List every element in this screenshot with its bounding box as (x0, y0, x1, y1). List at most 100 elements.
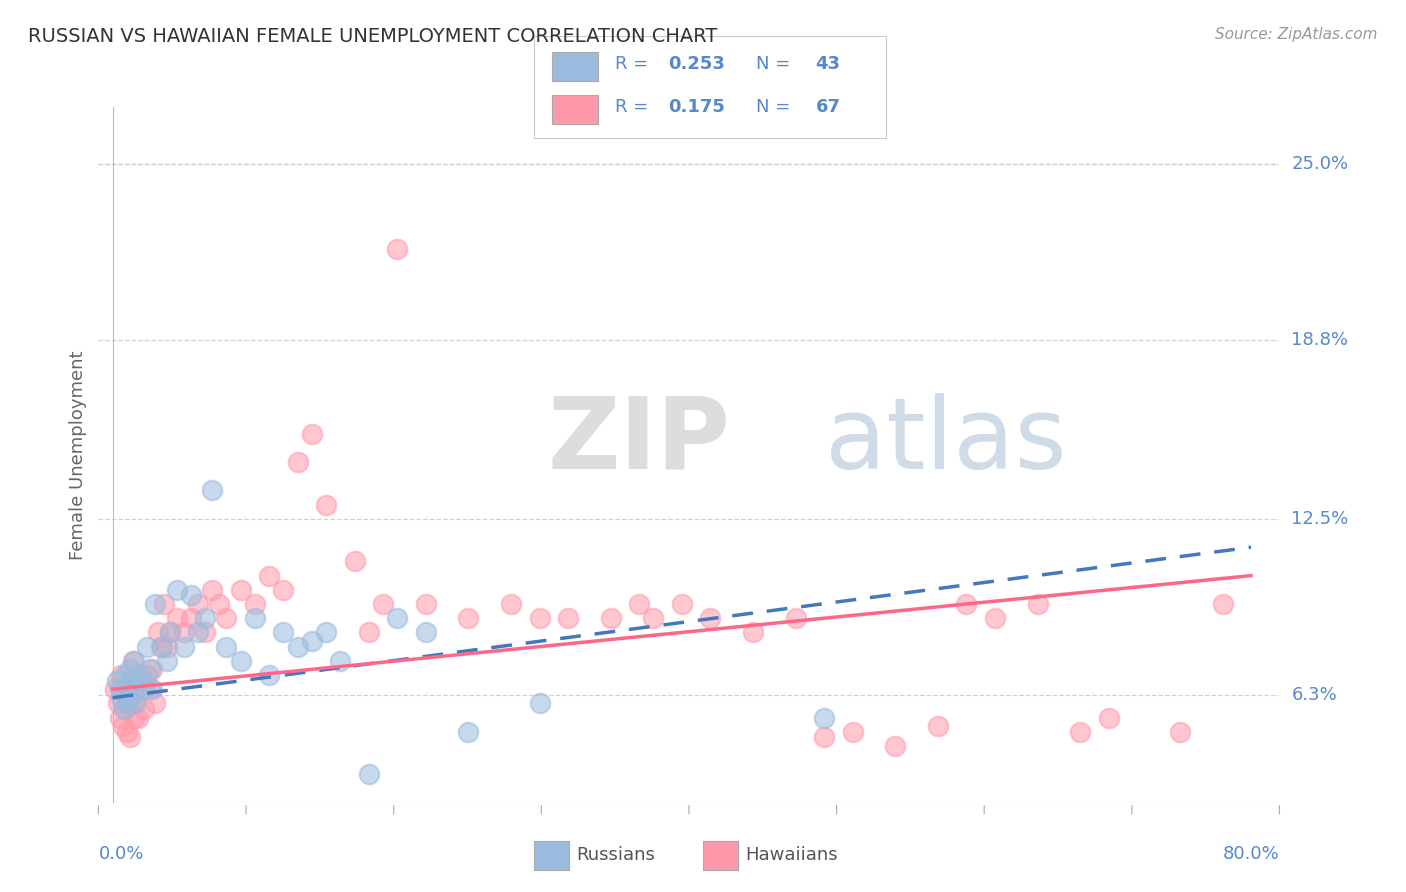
Point (135, 668, 157, 682)
Point (457, 611, 479, 625)
Point (229, 582, 252, 597)
Point (315, 625, 337, 640)
Point (599, 611, 621, 625)
Point (955, 597, 977, 611)
Point (387, 242, 409, 256)
Point (127, 673, 149, 688)
Text: 12.5%: 12.5% (1291, 510, 1348, 528)
Point (699, 611, 721, 625)
Text: Russians: Russians (576, 847, 655, 864)
Text: 43: 43 (815, 55, 841, 73)
Point (187, 597, 209, 611)
Point (132, 702, 155, 716)
Point (173, 625, 195, 640)
Point (180, 589, 202, 603)
Text: atlas: atlas (825, 392, 1066, 490)
Point (118, 731, 141, 745)
Point (110, 690, 132, 705)
Point (156, 640, 179, 654)
Point (143, 697, 166, 711)
Text: 67: 67 (815, 98, 841, 117)
Point (112, 702, 135, 716)
Point (215, 640, 238, 654)
FancyBboxPatch shape (534, 36, 886, 138)
Text: 25.0%: 25.0% (1291, 155, 1348, 173)
Point (557, 611, 579, 625)
Point (208, 597, 231, 611)
Point (1069, 724, 1091, 739)
Point (329, 654, 352, 668)
Point (173, 640, 195, 654)
Point (884, 739, 907, 753)
Text: 18.8%: 18.8% (1291, 331, 1348, 349)
Point (457, 724, 479, 739)
Point (257, 668, 280, 682)
Point (143, 597, 166, 611)
Point (1212, 597, 1234, 611)
Point (108, 710, 131, 724)
Point (127, 710, 149, 724)
Point (1026, 597, 1049, 611)
Point (148, 625, 170, 640)
Point (257, 568, 280, 582)
Point (273, 625, 295, 640)
Text: N =: N = (756, 55, 796, 73)
Point (201, 582, 224, 597)
Point (104, 682, 127, 697)
Text: 0.0%: 0.0% (98, 845, 143, 863)
Point (156, 654, 179, 668)
Point (132, 682, 155, 697)
Point (114, 668, 136, 682)
Point (301, 426, 323, 441)
Point (813, 731, 835, 745)
Text: 80.0%: 80.0% (1223, 845, 1279, 863)
Point (841, 724, 863, 739)
Text: R =: R = (616, 55, 654, 73)
Point (301, 634, 323, 648)
Point (138, 662, 160, 676)
Point (671, 597, 693, 611)
Point (105, 673, 128, 688)
Bar (551, 95, 598, 124)
Point (529, 697, 551, 711)
Text: N =: N = (756, 98, 796, 117)
Point (110, 668, 132, 682)
Point (187, 625, 209, 640)
Point (118, 662, 141, 676)
Point (129, 673, 152, 688)
Point (152, 640, 174, 654)
Point (499, 597, 522, 611)
Point (117, 682, 139, 697)
Point (180, 611, 202, 625)
Point (129, 668, 152, 682)
Text: R =: R = (616, 98, 654, 117)
Text: 6.3%: 6.3% (1291, 686, 1337, 704)
Point (415, 625, 437, 640)
Point (121, 654, 143, 668)
Point (112, 702, 135, 716)
Point (120, 673, 142, 688)
Point (643, 611, 665, 625)
Point (124, 697, 146, 711)
Point (122, 654, 145, 668)
Point (287, 640, 309, 654)
Text: RUSSIAN VS HAWAIIAN FEMALE UNEMPLOYMENT CORRELATION CHART: RUSSIAN VS HAWAIIAN FEMALE UNEMPLOYMENT … (28, 27, 717, 45)
Point (628, 597, 651, 611)
Point (415, 597, 437, 611)
Point (201, 483, 224, 498)
Point (387, 611, 409, 625)
Point (117, 690, 139, 705)
Point (529, 611, 551, 625)
Point (141, 662, 163, 676)
Point (371, 597, 394, 611)
Point (150, 640, 173, 654)
Point (243, 597, 266, 611)
Point (215, 611, 238, 625)
Point (194, 625, 217, 640)
Point (115, 697, 138, 711)
Point (115, 724, 138, 739)
Point (141, 682, 163, 697)
Point (343, 554, 366, 568)
Point (138, 682, 160, 697)
Point (1098, 710, 1121, 724)
